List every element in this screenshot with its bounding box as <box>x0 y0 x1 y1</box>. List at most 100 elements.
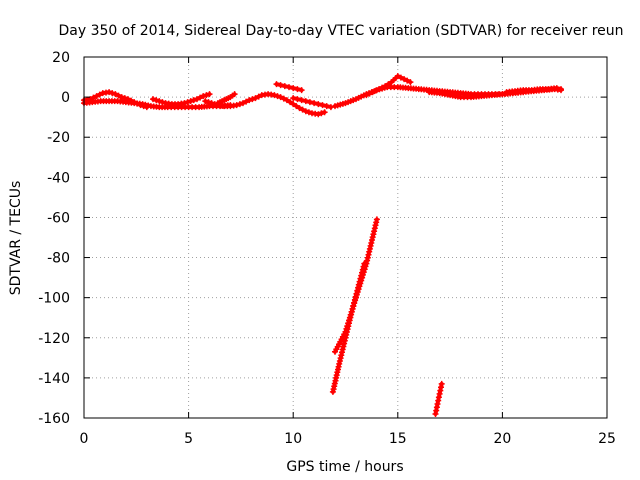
data-point <box>394 73 401 80</box>
data-point <box>369 89 376 96</box>
data-point <box>290 95 297 102</box>
data-point <box>90 94 97 101</box>
data-point <box>359 269 365 276</box>
data-point <box>93 93 100 100</box>
series-arc-13 <box>329 260 368 395</box>
data-point <box>355 281 362 288</box>
x-tick-label: 25 <box>598 431 616 447</box>
data-point <box>290 101 297 108</box>
data-point <box>187 98 194 105</box>
data-point <box>281 83 288 90</box>
data-point <box>273 81 280 88</box>
y-tick-label: 20 <box>52 50 70 66</box>
data-point <box>397 74 404 81</box>
data-point <box>203 92 210 99</box>
data-point <box>197 94 204 101</box>
series-arc-3 <box>150 91 213 108</box>
data-point <box>401 76 408 83</box>
data-point <box>327 104 334 111</box>
data-point <box>274 93 281 100</box>
data-point <box>298 97 305 104</box>
data-point <box>202 98 209 105</box>
y-tick-label: -80 <box>47 251 70 267</box>
data-point <box>233 102 240 109</box>
data-point <box>206 91 213 98</box>
x-tick-label: 0 <box>80 431 89 447</box>
data-point <box>302 108 309 115</box>
series-layer <box>81 73 564 417</box>
x-tick-label: 15 <box>389 431 407 447</box>
series-arc-14 <box>432 380 445 417</box>
data-point <box>305 109 312 116</box>
data-point <box>118 94 125 101</box>
data-point <box>184 99 191 106</box>
y-tick-label: -60 <box>47 210 70 226</box>
y-tick-label: -100 <box>38 291 70 307</box>
data-point <box>294 86 301 93</box>
data-point <box>351 296 358 303</box>
data-point <box>243 98 250 105</box>
data-point <box>373 216 380 223</box>
data-point <box>319 102 326 109</box>
data-point <box>246 97 253 104</box>
y-tick-label: -40 <box>47 170 70 186</box>
data-point <box>280 95 287 102</box>
plot-frame <box>83 56 608 419</box>
data-point <box>351 299 358 306</box>
data-point <box>356 278 363 285</box>
data-point <box>190 97 197 104</box>
data-point <box>296 105 303 112</box>
data-point <box>353 290 360 297</box>
data-point <box>376 86 382 93</box>
data-point <box>372 87 379 94</box>
data-point <box>109 90 116 97</box>
data-point <box>271 92 278 99</box>
data-point <box>558 86 564 93</box>
data-point <box>298 87 305 94</box>
data-point <box>159 99 166 106</box>
data-point <box>354 287 361 294</box>
data-point <box>299 106 306 113</box>
data-point <box>306 99 313 106</box>
chart-title: Day 350 of 2014, Sidereal Day-to-day VTE… <box>58 23 623 39</box>
data-point <box>385 81 392 88</box>
data-point <box>357 275 364 282</box>
x-tick-label: 20 <box>493 431 511 447</box>
series-arc-5 <box>214 91 238 107</box>
data-point <box>321 109 328 116</box>
y-tick-label: -140 <box>38 371 70 387</box>
y-tick-label: -160 <box>38 411 70 427</box>
x-tick-label: 5 <box>184 431 193 447</box>
data-point <box>358 272 365 279</box>
data-point <box>96 91 103 98</box>
y-axis-label: SDTVAR / TECUs <box>8 181 24 296</box>
data-point <box>255 93 262 100</box>
data-point <box>153 97 160 104</box>
y-tick-label: -20 <box>47 130 70 146</box>
series-arc-12 <box>332 216 380 355</box>
data-point <box>208 100 215 107</box>
data-point <box>363 92 370 99</box>
series-arc-11 <box>503 85 564 96</box>
ticks: 0 5 10 15 20 25 20 0 -20 -40 -60 -80 -100 -120 -140 -16… <box>38 50 616 447</box>
grid <box>84 57 607 418</box>
data-point <box>315 101 322 108</box>
data-point <box>366 90 373 97</box>
series-arc-7 <box>290 95 334 111</box>
data-point <box>553 85 560 92</box>
data-point <box>205 99 212 106</box>
data-point <box>293 103 300 110</box>
data-point <box>277 94 284 101</box>
data-point <box>311 100 318 107</box>
data-point <box>407 79 414 86</box>
data-point <box>283 97 290 104</box>
data-point <box>350 302 357 309</box>
data-point <box>352 293 359 300</box>
data-point <box>438 380 445 387</box>
data-point <box>249 96 256 103</box>
data-point <box>382 83 389 90</box>
data-point <box>404 77 411 84</box>
data-point <box>115 92 122 99</box>
x-tick-label: 10 <box>284 431 302 447</box>
